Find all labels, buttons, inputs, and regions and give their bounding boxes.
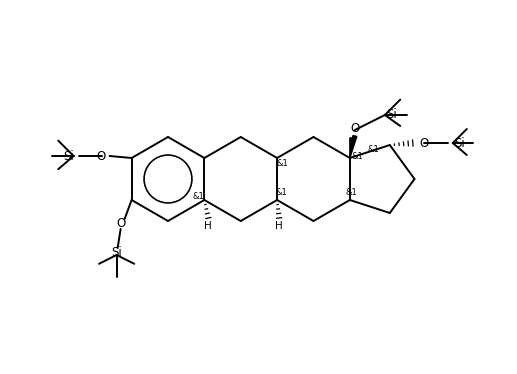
Polygon shape	[350, 135, 357, 158]
Text: H: H	[275, 221, 283, 231]
Text: Si: Si	[386, 107, 397, 120]
Text: &1: &1	[346, 187, 358, 196]
Text: O: O	[420, 137, 429, 150]
Text: O: O	[116, 217, 125, 230]
Text: &1: &1	[192, 191, 204, 200]
Text: &1: &1	[275, 187, 287, 196]
Text: H: H	[205, 221, 212, 231]
Text: Si: Si	[63, 150, 73, 162]
Text: O: O	[350, 122, 359, 135]
Text: &1: &1	[276, 159, 288, 168]
Text: Si: Si	[111, 246, 122, 260]
Text: Si: Si	[454, 137, 465, 150]
Polygon shape	[350, 138, 354, 158]
Text: &1: &1	[368, 145, 379, 154]
Text: O: O	[96, 150, 105, 162]
Text: &1: &1	[352, 151, 364, 160]
